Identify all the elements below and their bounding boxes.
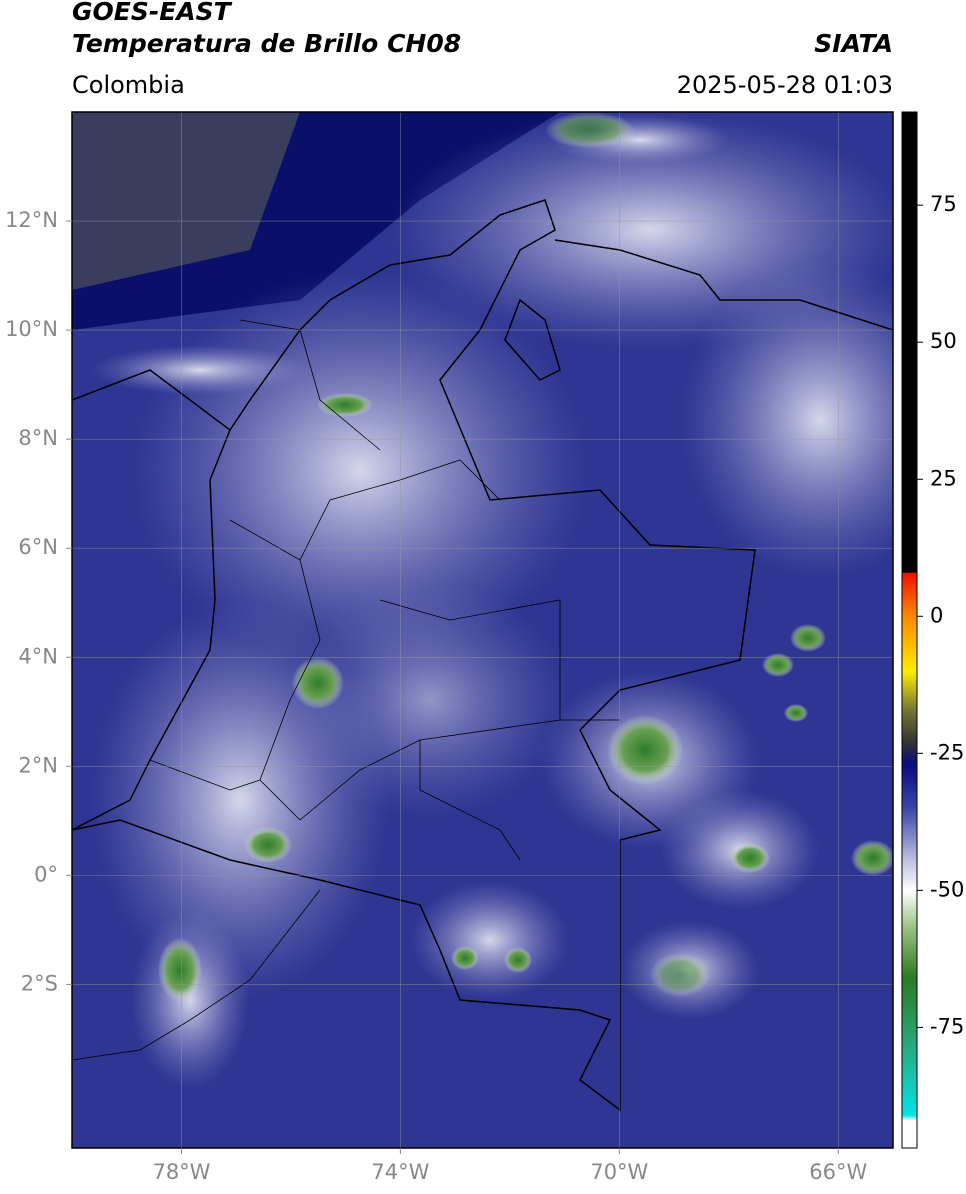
colorbar-tick-label: -50: [930, 877, 964, 901]
x-tick-label: 78°W: [152, 1160, 210, 1184]
y-tick-label: 2°S: [21, 971, 58, 995]
colorbar-tick-label: 50: [930, 329, 957, 353]
datetime: 2025-05-28 01:03: [677, 71, 893, 99]
colorbar-tick-label: 0: [930, 603, 943, 627]
y-tick-label: 10°N: [5, 317, 58, 341]
y-tick-label: 8°N: [18, 426, 58, 450]
x-tick-label: 70°W: [590, 1160, 648, 1184]
y-tick-label: 0°: [34, 862, 58, 886]
x-tick-label: 66°W: [809, 1160, 867, 1184]
y-tick-label: 6°N: [18, 535, 58, 559]
y-tick-label: 4°N: [18, 644, 58, 668]
title-product: Temperatura de Brillo CH08: [72, 29, 461, 58]
x-tick-label: 74°W: [371, 1160, 429, 1184]
map-frame: [71, 111, 894, 1149]
colorbar: [901, 111, 918, 1149]
satellite-image: [72, 112, 893, 1148]
region: Colombia: [72, 71, 185, 99]
source: SIATA: [814, 29, 893, 58]
grid: [72, 112, 893, 1148]
y-tick-label: 2°N: [18, 753, 58, 777]
title-satellite: GOES-EAST: [72, 0, 233, 26]
colorbar-tick-label: 75: [930, 192, 957, 216]
colorbar-tick-label: -75: [930, 1014, 964, 1038]
y-tick-label: 12°N: [5, 208, 58, 232]
colorbar-tick-label: 25: [930, 466, 957, 490]
colorbar-tick-label: -25: [930, 740, 964, 764]
